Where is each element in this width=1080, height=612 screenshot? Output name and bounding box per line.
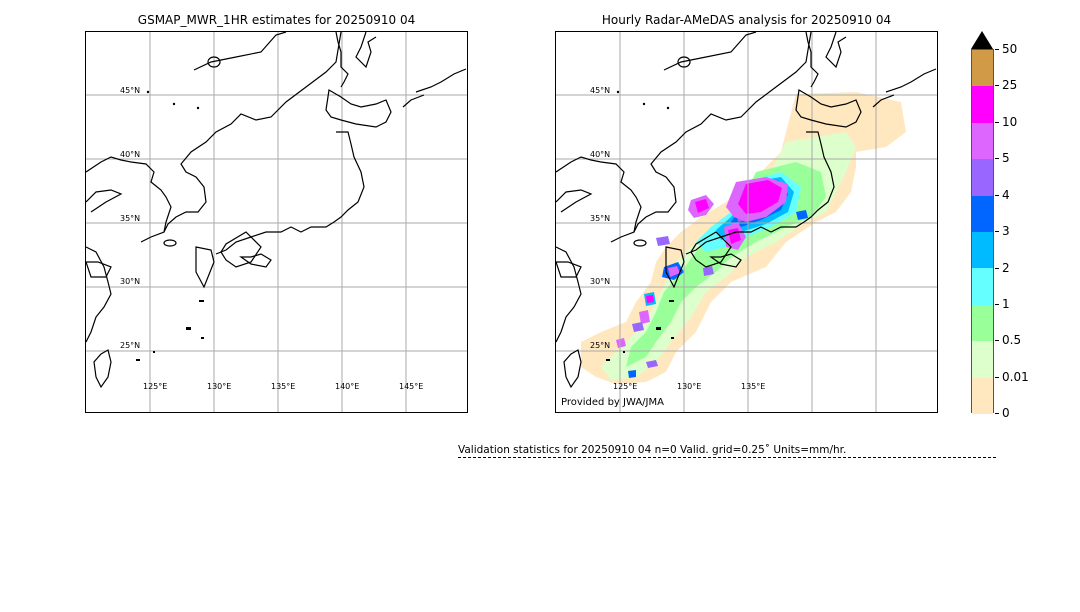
graticule: [86, 32, 467, 412]
right-map-title: Hourly Radar-AMeDAS analysis for 2025091…: [601, 13, 892, 27]
left-map: 45°N 40°N 35°N 30°N 25°N 125°E 130°E 135…: [85, 31, 468, 413]
colorbar-seg-4-5: [972, 159, 993, 196]
precipitation-field: [581, 92, 906, 384]
lat-label-25n: 25°N: [120, 341, 141, 350]
colorbar-tick-3: 3: [995, 224, 1010, 238]
colorbar-seg-0.01-0.5: [972, 341, 993, 378]
colorbar-tick-10: 10: [995, 115, 1017, 129]
colorbar-seg-25-50: [972, 50, 993, 86]
small-islands: [136, 90, 204, 361]
lat-label-40n: 40°N: [120, 150, 141, 159]
validation-statistics: Validation statistics for 20250910 04 n=…: [458, 444, 996, 458]
small-islands: [606, 90, 674, 361]
lat-label-45n: 45°N: [590, 86, 611, 95]
colorbar-tick-25: 25: [995, 78, 1017, 92]
lat-label-45n: 45°N: [120, 86, 141, 95]
colorbar-tick-4: 4: [995, 188, 1010, 202]
colorbar-seg-2-3: [972, 232, 993, 268]
lon-label-135e: 135°E: [271, 382, 296, 391]
colorbar-tick-1: 1: [995, 297, 1010, 311]
lat-label-30n: 30°N: [590, 277, 611, 286]
graticule: [556, 32, 937, 412]
lon-label-140e: 140°E: [335, 382, 360, 391]
lon-label-145e: 145°E: [399, 382, 424, 391]
colorbar-seg-1-2: [972, 268, 993, 305]
lat-label-25n: 25°N: [590, 341, 611, 350]
colorbar-tick-2: 2: [995, 261, 1010, 275]
lon-label-125e: 125°E: [613, 382, 638, 391]
coastlines: [556, 32, 937, 389]
lon-label-125e: 125°E: [143, 382, 168, 391]
colorbar-tick-0: 0: [995, 406, 1010, 420]
colorbar-tick-0.01: 0.01: [995, 370, 1029, 384]
colorbar-seg-10-25: [972, 86, 993, 123]
colorbar-seg-0.5-1: [972, 305, 993, 341]
colorbar-tick-0.5: 0.5: [995, 333, 1021, 347]
left-map-canvas: [86, 32, 467, 412]
coastlines: [86, 32, 467, 389]
colorbar-seg-0-0.01: [972, 378, 993, 414]
colorbar: [971, 49, 994, 414]
colorbar-seg-5-10: [972, 123, 993, 159]
right-map: 45°N 40°N 35°N 30°N 25°N 125°E 130°E 135…: [555, 31, 938, 413]
lon-label-135e: 135°E: [741, 382, 766, 391]
lat-label-30n: 30°N: [120, 277, 141, 286]
left-map-title: GSMAP_MWR_1HR estimates for 20250910 04: [137, 13, 416, 27]
colorbar-seg-3-4: [972, 196, 993, 232]
lon-label-130e: 130°E: [677, 382, 702, 391]
right-map-canvas: [556, 32, 937, 412]
lon-label-130e: 130°E: [207, 382, 232, 391]
lat-label-40n: 40°N: [590, 150, 611, 159]
lat-label-35n: 35°N: [590, 214, 611, 223]
data-credit: Provided by JWA/JMA: [561, 397, 664, 408]
lat-label-35n: 35°N: [120, 214, 141, 223]
colorbar-tick-50: 50: [995, 42, 1017, 56]
colorbar-over-arrow-icon: [971, 31, 993, 49]
colorbar-tick-5: 5: [995, 151, 1010, 165]
